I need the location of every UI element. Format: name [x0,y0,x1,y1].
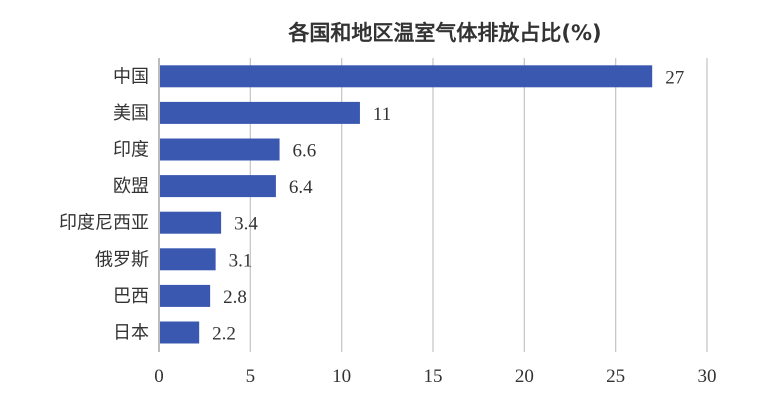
x-tick-label-10: 10 [332,366,351,387]
category-label-7: 日本 [113,323,149,344]
bar-6 [160,284,211,307]
bars [160,65,653,344]
value-label-3: 6.4 [289,177,313,198]
x-tick-label-5: 5 [246,366,256,387]
bar-1 [160,101,360,124]
x-tick-label-30: 30 [698,366,717,387]
x-tick-label-0: 0 [154,366,164,387]
category-label-1: 美国 [113,103,149,124]
bar-7 [160,321,200,344]
category-label-6: 巴西 [113,286,149,307]
x-axis-ticks: 0 5 10 15 20 25 30 [154,366,716,387]
category-label-0: 中国 [113,66,149,87]
value-label-2: 6.6 [293,141,317,162]
x-tick-label-15: 15 [424,366,443,387]
value-label-6: 2.8 [223,287,247,308]
bar-0 [160,65,653,88]
category-label-2: 印度 [113,140,149,161]
value-label-0: 27 [665,67,684,88]
value-label-4: 3.4 [234,214,258,235]
value-label-1: 11 [373,104,391,125]
chart-title: 各国和地区温室气体排放占比(%) [287,21,601,45]
bar-4 [160,211,222,234]
bar-2 [160,138,280,161]
x-tick-label-20: 20 [515,366,534,387]
category-label-4: 印度尼西亚 [59,213,149,234]
bar-5 [160,248,216,271]
value-label-5: 3.1 [229,250,253,271]
category-label-3: 欧盟 [113,176,149,197]
category-label-5: 俄罗斯 [95,249,149,270]
bar-3 [160,175,276,198]
x-tick-label-25: 25 [606,366,625,387]
value-label-7: 2.2 [212,324,236,345]
value-labels: 27 11 6.6 6.4 3.4 3.1 2.8 2.2 [212,67,684,344]
